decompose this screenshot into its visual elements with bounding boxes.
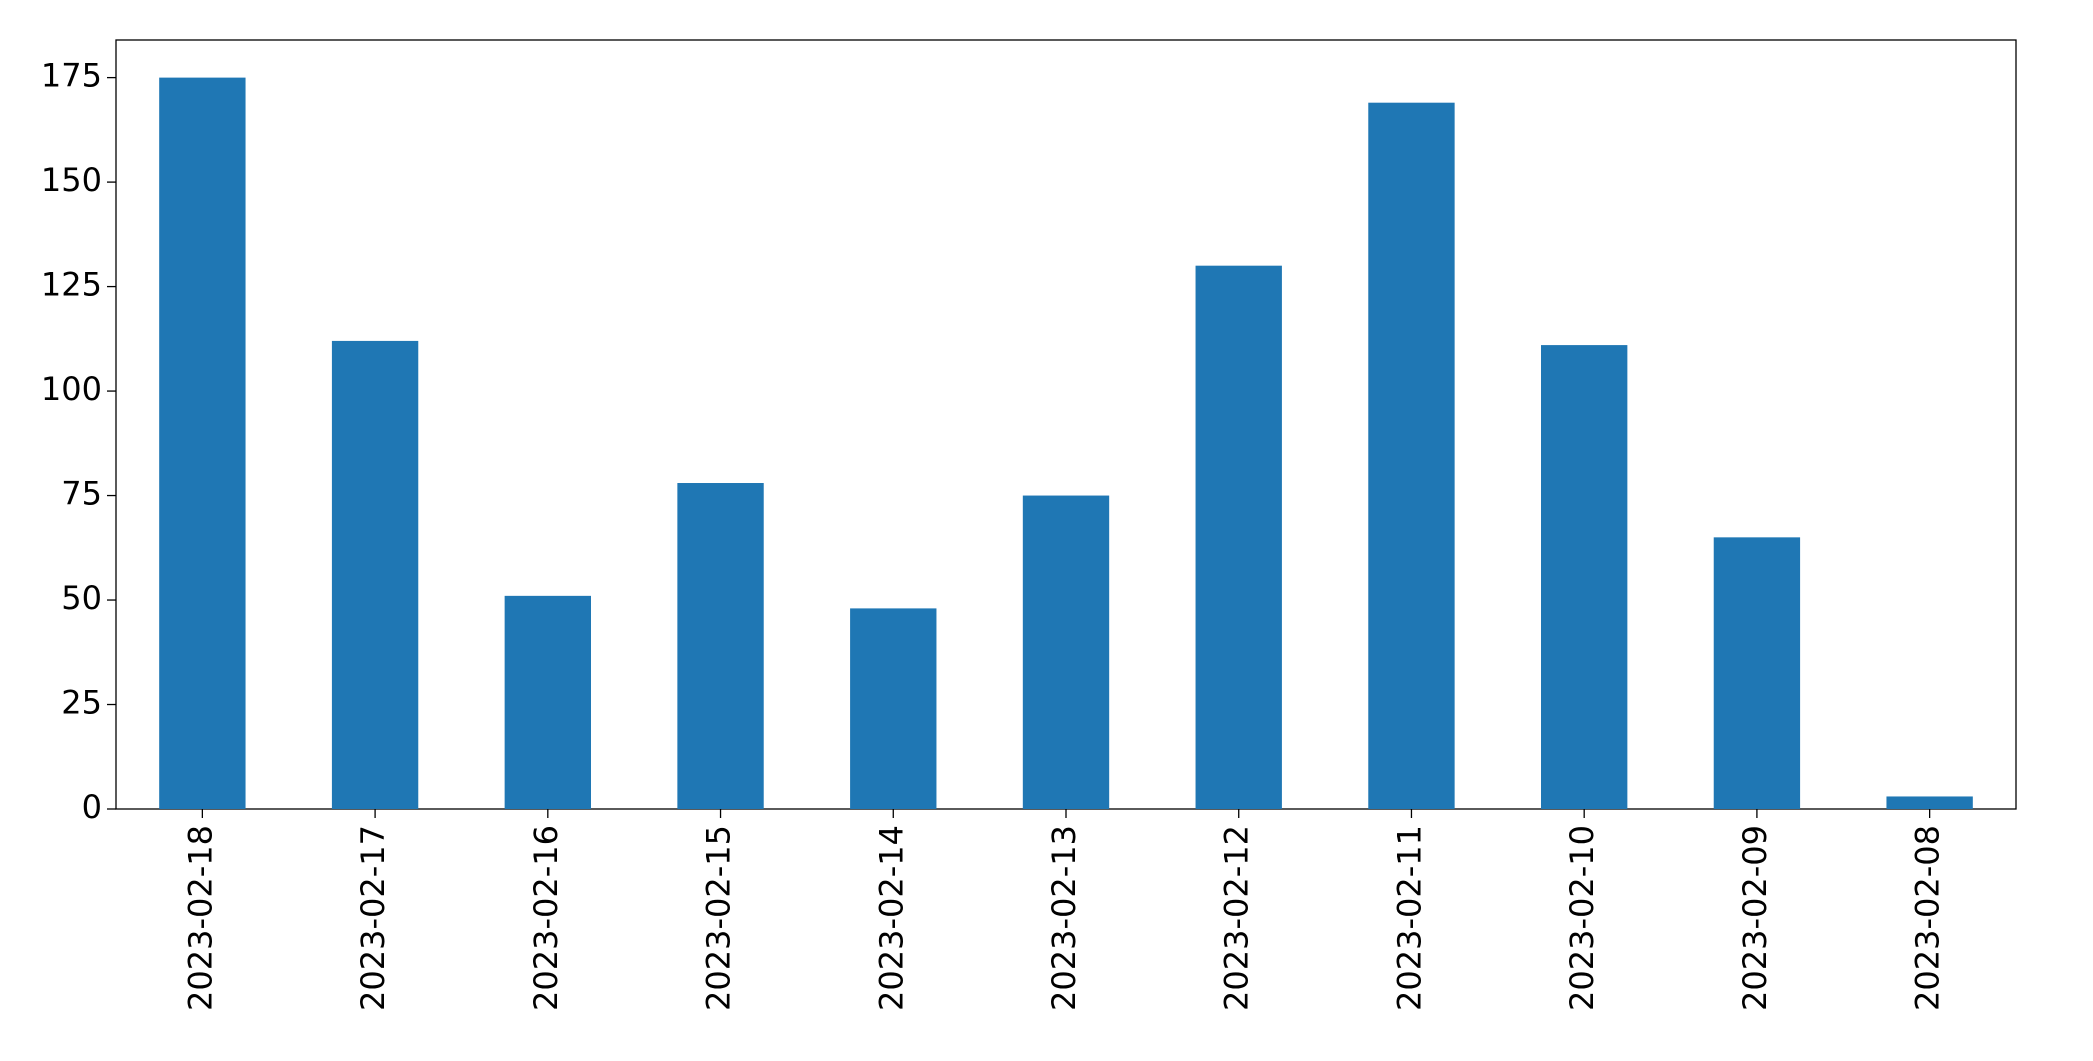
x-tick-label: 2023-02-16 bbox=[527, 825, 565, 1011]
bar bbox=[1195, 265, 1282, 809]
y-tick-label: 175 bbox=[41, 57, 102, 95]
x-tick-label: 2023-02-11 bbox=[1390, 825, 1428, 1011]
x-tick-label: 2023-02-15 bbox=[700, 825, 738, 1011]
bar bbox=[1541, 345, 1628, 809]
x-tick-label: 2023-02-17 bbox=[354, 825, 392, 1011]
y-tick-label: 150 bbox=[41, 161, 102, 199]
bar bbox=[1713, 537, 1801, 809]
y-tick-label: 125 bbox=[41, 266, 102, 304]
x-tick-label: 2023-02-08 bbox=[1909, 825, 1947, 1011]
y-tick-label: 50 bbox=[61, 579, 102, 617]
bar bbox=[1022, 495, 1110, 809]
x-tick-label: 2023-02-09 bbox=[1736, 825, 1774, 1011]
bar bbox=[159, 77, 246, 809]
x-tick-label: 2023-02-14 bbox=[872, 825, 910, 1011]
y-tick-label: 25 bbox=[61, 684, 102, 722]
x-tick-label: 2023-02-13 bbox=[1045, 825, 1083, 1011]
x-tick-label: 2023-02-10 bbox=[1563, 825, 1601, 1011]
bar bbox=[1368, 102, 1455, 810]
bar bbox=[331, 340, 419, 809]
bar bbox=[504, 595, 591, 809]
x-tick-label: 2023-02-12 bbox=[1218, 825, 1256, 1011]
x-tick-label: 2023-02-18 bbox=[181, 825, 219, 1011]
y-tick-label: 100 bbox=[41, 370, 102, 408]
bar bbox=[677, 483, 764, 809]
bar bbox=[1886, 796, 1973, 809]
bar bbox=[850, 608, 937, 809]
y-tick-label: 75 bbox=[61, 475, 102, 513]
y-tick-label: 0 bbox=[82, 788, 102, 826]
